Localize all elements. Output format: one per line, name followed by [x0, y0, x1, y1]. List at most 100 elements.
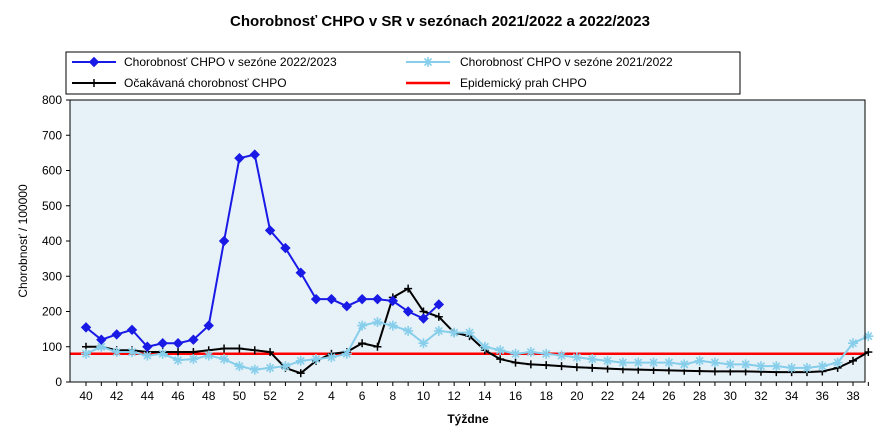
legend-label: Očakávaná chorobnosť CHPO [124, 76, 287, 90]
x-tick-label: 12 [447, 389, 461, 403]
series-line [86, 287, 869, 375]
data-point [479, 341, 490, 352]
x-tick-label: 4 [328, 389, 335, 403]
x-tick-label: 42 [110, 389, 124, 403]
data-point [648, 357, 659, 368]
x-tick-label: 24 [632, 389, 646, 403]
x-tick-label: 10 [417, 389, 431, 403]
data-point [434, 312, 443, 321]
data-point [203, 320, 214, 331]
data-point [356, 293, 368, 305]
data-point [311, 354, 322, 365]
data-point [126, 324, 138, 336]
data-point [464, 327, 475, 338]
data-point [603, 364, 612, 373]
x-tick-label: 38 [846, 389, 860, 403]
data-point [418, 313, 429, 324]
y-axis-label: Chorobnosť / 100000 [16, 184, 30, 298]
data-point [710, 367, 719, 376]
x-tick-label: 20 [570, 389, 584, 403]
data-point [249, 149, 260, 160]
data-point [266, 348, 275, 357]
data-point [725, 359, 736, 370]
data-point [310, 293, 322, 305]
x-tick-label: 32 [754, 389, 768, 403]
x-axis-label: Týždne [447, 412, 489, 426]
data-point [387, 320, 398, 331]
data-point [295, 267, 306, 278]
data-point [127, 347, 138, 358]
data-point [188, 354, 199, 365]
data-point [81, 348, 91, 359]
data-point [633, 357, 644, 368]
x-tick-label: 26 [662, 389, 676, 403]
data-point [326, 293, 337, 305]
data-point [525, 347, 536, 358]
data-point [265, 362, 276, 373]
data-point [173, 355, 184, 366]
data-point [373, 342, 382, 351]
data-point [433, 299, 445, 310]
x-tick-label: 50 [233, 389, 247, 403]
series-line [85, 321, 869, 371]
data-point [264, 225, 276, 236]
data-point [694, 355, 705, 366]
data-point [433, 325, 444, 336]
data-point [295, 355, 306, 366]
x-tick-label: 8 [389, 389, 396, 403]
x-tick-label: 22 [601, 389, 615, 403]
data-point [341, 301, 352, 312]
data-point [817, 361, 828, 372]
data-point [709, 357, 720, 368]
data-point [542, 361, 551, 370]
data-point [786, 362, 797, 373]
data-point [234, 361, 245, 372]
legend-marker [88, 56, 100, 68]
legend-item: Chorobnosť CHPO v sezóne 2022/2023 [72, 55, 337, 69]
x-tick-label: 44 [141, 389, 155, 403]
data-point [849, 356, 857, 365]
y-tick-label: 700 [42, 128, 62, 142]
legend-marker [90, 79, 98, 87]
data-point [372, 317, 383, 328]
data-point [863, 331, 874, 342]
data-point [771, 361, 782, 372]
data-point [203, 350, 214, 361]
legend-item: Chorobnosť CHPO v sezóne 2021/2022 [406, 55, 673, 69]
data-point [142, 350, 153, 361]
x-tick-label: 48 [202, 389, 216, 403]
data-point [326, 352, 337, 363]
x-tick-label: 30 [724, 389, 738, 403]
data-point [218, 235, 230, 247]
data-point [234, 152, 245, 164]
data-point [341, 348, 352, 359]
data-point [403, 325, 414, 336]
data-point [157, 338, 168, 349]
data-point [280, 242, 291, 254]
data-point [556, 350, 567, 361]
data-point [864, 348, 873, 357]
data-point [111, 347, 122, 358]
series-2021-2022 [81, 317, 874, 375]
legend-item: Epidemický prah CHPO [406, 76, 587, 90]
data-point [664, 366, 673, 375]
legend-box [65, 51, 741, 95]
data-point [157, 348, 168, 359]
data-point [571, 352, 582, 363]
x-tick-label: 34 [785, 389, 799, 403]
data-point [663, 357, 674, 368]
data-point [111, 329, 122, 340]
data-point [602, 355, 613, 366]
data-point [142, 341, 153, 352]
data-point [250, 346, 259, 355]
data-point [617, 357, 628, 368]
x-tick-label: 2 [297, 389, 304, 403]
y-tick-label: 200 [42, 305, 62, 319]
legend: Chorobnosť CHPO v sezóne 2022/2023 Chorob… [65, 51, 741, 95]
data-point [510, 348, 521, 359]
data-point [695, 367, 704, 376]
data-point [572, 363, 581, 372]
y-tick-label: 400 [42, 234, 62, 248]
data-point [526, 360, 535, 369]
